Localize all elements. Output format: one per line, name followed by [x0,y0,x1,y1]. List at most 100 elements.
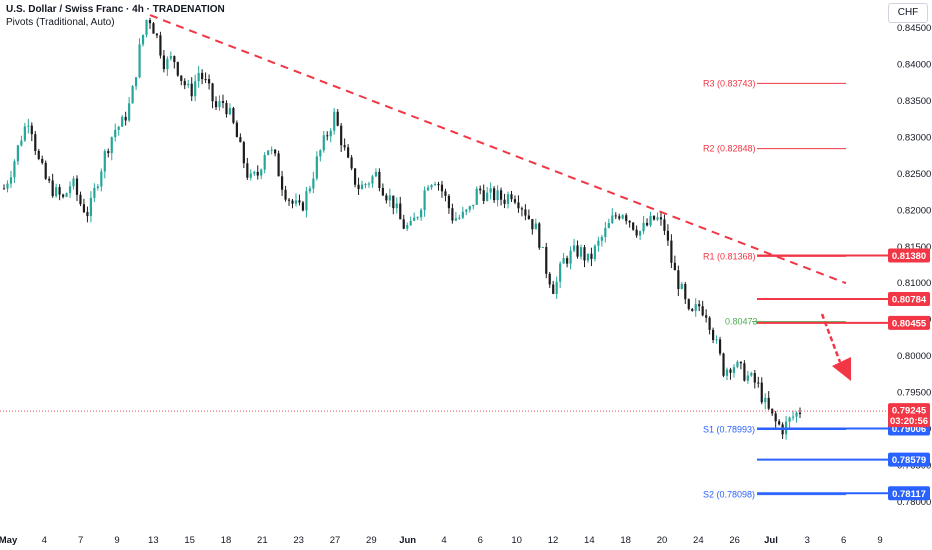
pivot-label-p: 0.80473 [725,317,758,327]
candle-body [392,195,395,209]
candle-body [319,150,322,157]
candle-body [722,353,725,376]
candle-body [600,237,603,241]
indicator-label[interactable]: Pivots (Traditional, Auto) [6,17,115,28]
candle-body [96,186,99,188]
candle-body [479,188,482,191]
x-tick-label: 24 [693,535,704,546]
candle-body [788,417,791,422]
pivot-label-r3: R3 (0.83743) [703,78,756,88]
candle-body [360,184,364,190]
candle-body [221,101,225,103]
candle-body [201,72,204,80]
candle-body [305,191,308,211]
y-tick-label: 0.83000 [897,133,931,144]
candle-body [6,183,9,189]
candle-body [708,317,711,330]
candle-body [468,206,471,210]
candle-body [27,125,30,127]
candle-body [385,195,388,201]
candle-body [666,230,670,241]
candle-body [649,215,652,226]
candle-body [100,171,103,187]
candle-body [750,373,753,376]
y-tick-label: 0.84500 [897,23,931,34]
x-tick-label: 4 [441,535,446,546]
y-tick-label: 0.80000 [897,351,931,362]
x-tick-label: 7 [78,535,83,546]
candle-body [23,126,26,141]
candle-body [284,189,287,200]
price-tag-label: 0.78117 [892,489,926,500]
candle-body [228,108,232,115]
candle-body [513,199,517,203]
y-tick-label: 0.81500 [897,242,931,253]
candle-body [639,231,642,236]
candle-body [103,151,106,172]
candle-body [517,202,520,209]
candle-body [131,86,134,104]
chart-title: U.S. Dollar / Swiss Franc · 4h · TRADENA… [6,4,225,15]
candle-body [632,222,635,230]
y-tick-label: 0.79500 [897,388,931,399]
countdown-label: 03:20:56 [890,416,928,427]
y-tick-label: 0.78000 [897,497,931,508]
x-tick-label: 3 [805,535,810,546]
y-tick-label: 0.84000 [897,60,931,71]
candle-body [614,215,617,217]
candle-body [493,188,496,201]
candle-body [739,361,743,364]
candle-body [277,153,280,177]
candle-body [499,190,503,200]
candle-body [242,142,245,164]
candle-body [771,408,774,414]
x-tick-label: 9 [114,535,119,546]
y-tick-label: 0.81000 [897,278,931,289]
candle-body [447,195,451,209]
candle-body [2,188,6,190]
price-tag [888,486,930,501]
candle-body [388,195,391,201]
candle-body [552,284,555,294]
candle-body [406,225,409,229]
candle-body [308,188,311,192]
candle-body [41,158,44,163]
candle-body [298,200,301,203]
x-tick-label: 4 [42,535,47,546]
x-tick-label: 15 [184,535,195,546]
candle-body [628,220,631,223]
time-axis[interactable]: May 4 7 9 13 15 18 21 23 27 29 Jun 4 6 10 12 14 18 20 24 26 J… [0,535,883,546]
candle-body [625,215,628,221]
candle-body [68,186,72,194]
candle-body [291,200,294,204]
candles [2,17,802,440]
x-tick-label: Jun [399,535,416,546]
candle-body [687,299,690,309]
candle-body [197,72,200,82]
candle-body [9,177,13,184]
candle-body [767,397,770,409]
candle-body [353,168,357,185]
y-tick-label: 0.82500 [897,169,931,180]
x-tick-label: 13 [148,535,159,546]
candle-body [61,194,65,197]
candle-body [579,247,583,257]
candle-body [44,162,47,179]
candle-body [152,23,155,34]
candle-body [211,83,214,102]
candle-body [141,34,145,45]
currency-button[interactable]: CHF [888,3,928,23]
candle-body [593,245,597,259]
candle-body [399,203,402,220]
candle-body [312,178,315,189]
candle-body [214,101,218,108]
candle-body [322,135,325,151]
candle-body [725,369,729,376]
candle-body [30,125,33,135]
y-tick-label: 0.83500 [897,96,931,107]
candle-body [510,194,513,200]
candle-body [121,116,124,127]
candle-body [107,151,110,154]
candle-body [458,217,461,219]
